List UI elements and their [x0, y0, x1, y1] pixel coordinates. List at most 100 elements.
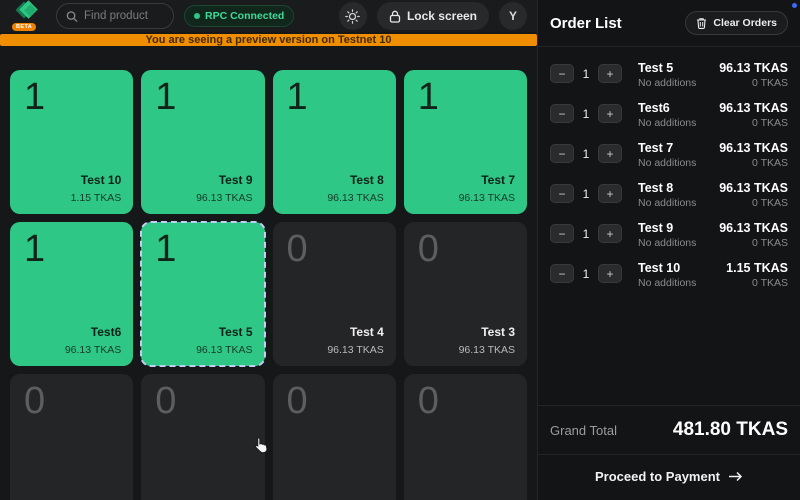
product-card[interactable]: 0: [273, 374, 396, 500]
search-input[interactable]: [84, 10, 164, 22]
product-card[interactable]: 0: [10, 374, 133, 500]
item-name: Test 9: [638, 221, 719, 235]
order-item-test-8: − 1 + Test 8 No additions 96.13 TKAS 0 T…: [538, 175, 800, 215]
product-card-test-3[interactable]: 0 Test 3 96.13 TKAS: [404, 222, 527, 366]
user-avatar[interactable]: Y: [499, 2, 527, 30]
order-list-header: Order List Clear Orders: [538, 0, 800, 47]
lock-screen-button[interactable]: Lock screen: [377, 2, 489, 30]
item-prices: 96.13 TKAS 0 TKAS: [719, 181, 788, 209]
item-prices: 96.13 TKAS 0 TKAS: [719, 61, 788, 89]
item-info: Test 9 No additions: [622, 221, 719, 249]
card-quantity: 1: [155, 76, 176, 119]
order-list-panel: Order List Clear Orders − 1 + Test 5: [537, 0, 800, 500]
quantity-stepper: − 1 +: [550, 181, 622, 203]
item-addition-price: 0 TKAS: [719, 117, 788, 129]
card-name: Test 8: [350, 173, 384, 187]
increment-button[interactable]: +: [598, 144, 622, 163]
item-price: 1.15 TKAS: [726, 261, 788, 275]
item-quantity: 1: [574, 107, 598, 121]
product-grid: 1 Test 10 1.15 TKAS 1 Test 9 96.13 TKAS …: [0, 70, 537, 500]
item-price: 96.13 TKAS: [719, 141, 788, 155]
rpc-status-dot: [194, 13, 200, 19]
card-price: 96.13 TKAS: [327, 344, 383, 356]
card-quantity: 1: [24, 228, 45, 271]
card-price: 96.13 TKAS: [65, 344, 121, 356]
card-quantity: 1: [155, 228, 176, 271]
decrement-button[interactable]: −: [550, 264, 574, 283]
theme-toggle-button[interactable]: [339, 2, 367, 30]
item-note: No additions: [638, 237, 719, 249]
item-name: Test 5: [638, 61, 719, 75]
item-quantity: 1: [574, 267, 598, 281]
search-box[interactable]: [56, 3, 174, 29]
product-card-test-5[interactable]: 1 Test 5 96.13 TKAS: [141, 222, 264, 366]
card-price: 96.13 TKAS: [459, 344, 515, 356]
product-card[interactable]: 0: [404, 374, 527, 500]
beta-badge: BETA: [12, 23, 36, 31]
product-card-test6[interactable]: 1 Test6 96.13 TKAS: [10, 222, 133, 366]
increment-button[interactable]: +: [598, 224, 622, 243]
card-name: Test 7: [481, 173, 515, 187]
item-info: Test 7 No additions: [622, 141, 719, 169]
product-card[interactable]: 0: [141, 374, 264, 500]
quantity-stepper: − 1 +: [550, 221, 622, 243]
item-name: Test 7: [638, 141, 719, 155]
item-name: Test 10: [638, 261, 726, 275]
item-quantity: 1: [574, 227, 598, 241]
product-card-test-4[interactable]: 0 Test 4 96.13 TKAS: [273, 222, 396, 366]
increment-button[interactable]: +: [598, 184, 622, 203]
card-quantity: 0: [24, 380, 45, 423]
order-items: − 1 + Test 5 No additions 96.13 TKAS 0 T…: [538, 47, 800, 295]
card-quantity: 0: [155, 380, 176, 423]
card-quantity: 0: [287, 228, 308, 271]
decrement-button[interactable]: −: [550, 224, 574, 243]
product-card-test-10[interactable]: 1 Test 10 1.15 TKAS: [10, 70, 133, 214]
increment-button[interactable]: +: [598, 64, 622, 83]
notification-dot: [792, 3, 797, 8]
item-note: No additions: [638, 197, 719, 209]
lock-screen-label: Lock screen: [407, 9, 477, 23]
rpc-status-label: RPC Connected: [205, 10, 284, 22]
item-prices: 1.15 TKAS 0 TKAS: [726, 261, 788, 289]
product-card-test-7[interactable]: 1 Test 7 96.13 TKAS: [404, 70, 527, 214]
card-name: Test 4: [350, 325, 384, 339]
item-info: Test 5 No additions: [622, 61, 719, 89]
order-item-test-9: − 1 + Test 9 No additions 96.13 TKAS 0 T…: [538, 215, 800, 255]
quantity-stepper: − 1 +: [550, 261, 622, 283]
card-price: 96.13 TKAS: [196, 192, 252, 204]
item-addition-price: 0 TKAS: [719, 77, 788, 89]
quantity-stepper: − 1 +: [550, 61, 622, 83]
card-quantity: 1: [418, 76, 439, 119]
grand-total-row: Grand Total 481.80 TKAS: [538, 405, 800, 454]
clear-orders-button[interactable]: Clear Orders: [685, 11, 788, 35]
item-price: 96.13 TKAS: [719, 181, 788, 195]
card-quantity: 1: [24, 76, 45, 119]
item-info: Test 10 No additions: [622, 261, 726, 289]
increment-button[interactable]: +: [598, 264, 622, 283]
topbar: BETA RPC Connected: [0, 0, 537, 32]
item-name: Test6: [638, 101, 719, 115]
clear-orders-label: Clear Orders: [713, 17, 777, 29]
proceed-to-payment-button[interactable]: Proceed to Payment: [538, 454, 800, 500]
item-quantity: 1: [574, 187, 598, 201]
decrement-button[interactable]: −: [550, 144, 574, 163]
order-item-test-10: − 1 + Test 10 No additions 1.15 TKAS 0 T…: [538, 255, 800, 295]
pos-app: BETA RPC Connected: [0, 0, 800, 500]
decrement-button[interactable]: −: [550, 104, 574, 123]
card-quantity: 0: [418, 380, 439, 423]
item-addition-price: 0 TKAS: [719, 157, 788, 169]
card-quantity: 0: [418, 228, 439, 271]
item-note: No additions: [638, 77, 719, 89]
card-name: Test 3: [481, 325, 515, 339]
item-price: 96.13 TKAS: [719, 61, 788, 75]
card-price: 1.15 TKAS: [71, 192, 122, 204]
decrement-button[interactable]: −: [550, 64, 574, 83]
increment-button[interactable]: +: [598, 104, 622, 123]
product-card-test-9[interactable]: 1 Test 9 96.13 TKAS: [141, 70, 264, 214]
decrement-button[interactable]: −: [550, 184, 574, 203]
card-price: 96.13 TKAS: [327, 192, 383, 204]
product-card-test-8[interactable]: 1 Test 8 96.13 TKAS: [273, 70, 396, 214]
app-logo: BETA: [10, 0, 46, 32]
quantity-stepper: − 1 +: [550, 101, 622, 123]
item-note: No additions: [638, 277, 726, 289]
